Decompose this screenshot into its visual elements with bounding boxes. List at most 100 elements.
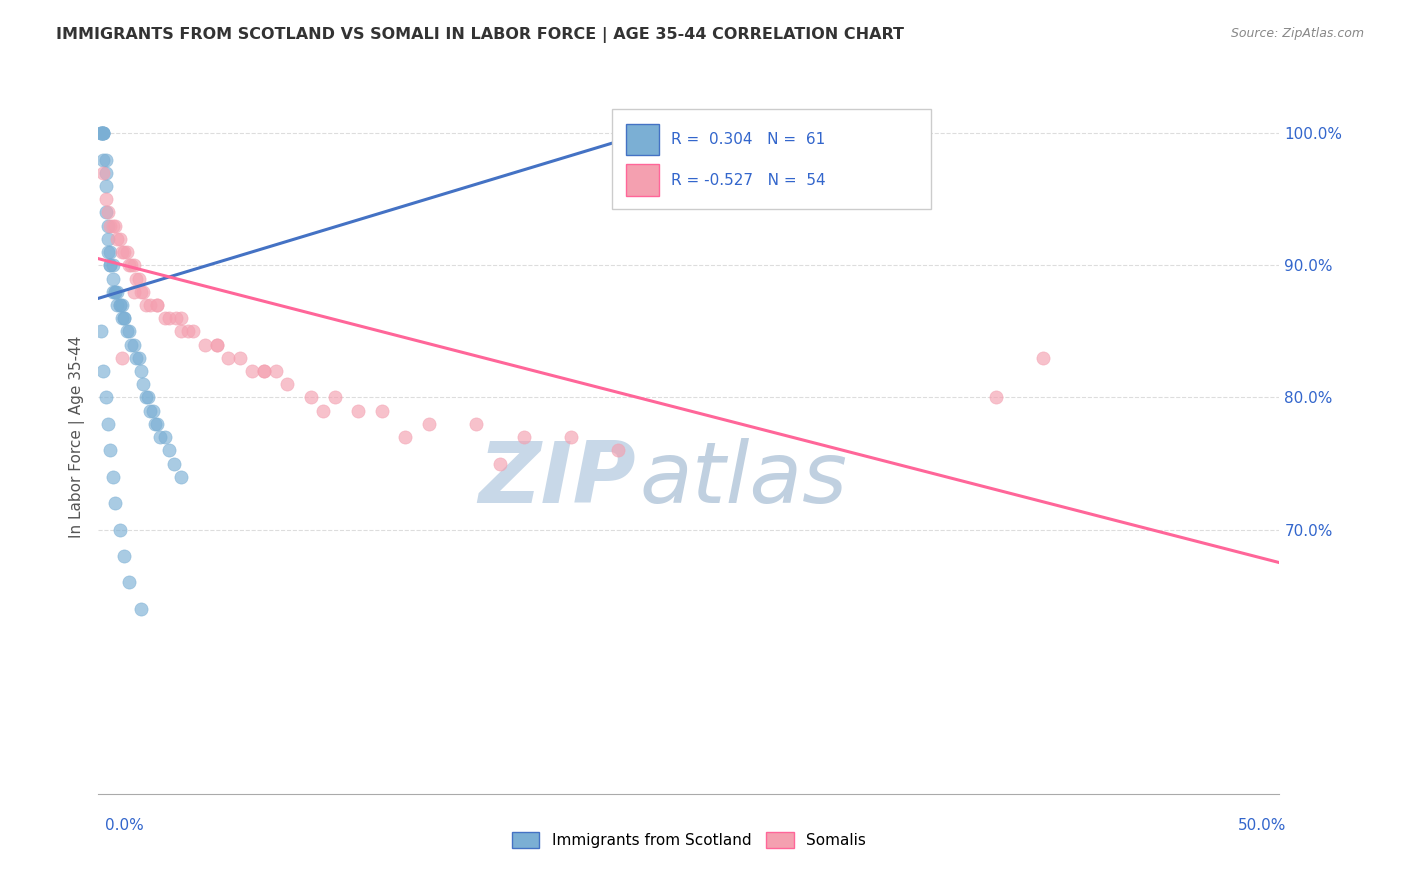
Point [94, 391, 117, 405]
Point [323, 391, 346, 405]
Point [105, 285, 128, 299]
Point [146, 298, 169, 312]
Point [91, 126, 114, 140]
Point [157, 311, 180, 326]
Point [253, 364, 276, 378]
Text: Source: ZipAtlas.com: Source: ZipAtlas.com [1230, 27, 1364, 40]
Point [135, 391, 157, 405]
Point [181, 324, 204, 338]
Point [347, 403, 370, 417]
Point [129, 602, 152, 616]
Point [132, 285, 155, 299]
Point [94, 179, 117, 194]
Point [101, 285, 124, 299]
Point [146, 417, 169, 431]
Point [90, 324, 112, 338]
Point [101, 258, 124, 272]
Point [128, 271, 150, 285]
Point [153, 430, 176, 444]
Point [97, 232, 120, 246]
Point [560, 430, 582, 444]
Point [139, 403, 162, 417]
Point [418, 417, 440, 431]
Point [205, 337, 228, 351]
Point [177, 324, 200, 338]
Point [98, 219, 121, 233]
Point [97, 245, 120, 260]
Point [129, 285, 152, 299]
Point [94, 205, 117, 219]
Point [240, 364, 263, 378]
Point [170, 469, 193, 483]
Point [276, 377, 298, 392]
Text: 0.0%: 0.0% [105, 818, 145, 832]
Point [98, 443, 121, 458]
Point [90, 126, 112, 140]
Point [108, 232, 131, 246]
Point [170, 324, 193, 338]
Point [104, 496, 127, 510]
Point [94, 192, 117, 206]
Point [122, 337, 145, 351]
Point [108, 523, 131, 537]
Point [101, 219, 124, 233]
Point [122, 285, 145, 299]
Point [111, 351, 134, 365]
Point [118, 324, 141, 338]
Point [135, 298, 157, 312]
Point [607, 443, 630, 458]
Point [97, 417, 120, 431]
Point [1032, 351, 1054, 365]
Point [125, 351, 148, 365]
Point [91, 126, 114, 140]
Point [104, 285, 127, 299]
Point [112, 311, 135, 326]
Point [371, 403, 394, 417]
Point [312, 403, 335, 417]
Legend: Immigrants from Scotland, Somalis: Immigrants from Scotland, Somalis [506, 826, 872, 854]
Point [118, 575, 141, 590]
Y-axis label: In Labor Force | Age 35-44: In Labor Force | Age 35-44 [69, 336, 84, 538]
Point [136, 391, 159, 405]
Point [163, 457, 186, 471]
Point [97, 219, 120, 233]
Point [101, 469, 124, 483]
Point [90, 126, 112, 140]
Bar [626, 124, 659, 155]
Point [142, 403, 165, 417]
Point [91, 126, 114, 140]
Point [98, 258, 121, 272]
Text: R =  0.304   N =  61: R = 0.304 N = 61 [671, 132, 825, 147]
Bar [612, 109, 931, 209]
Point [253, 364, 276, 378]
Point [139, 298, 162, 312]
Point [165, 311, 187, 326]
Point [98, 245, 121, 260]
Point [94, 166, 117, 180]
Point [194, 337, 217, 351]
Point [125, 271, 148, 285]
Point [104, 285, 127, 299]
Point [91, 153, 114, 167]
Point [465, 417, 488, 431]
Point [146, 298, 169, 312]
Point [105, 298, 128, 312]
Point [90, 126, 112, 140]
Point [299, 391, 322, 405]
Point [170, 311, 193, 326]
Text: atlas: atlas [640, 438, 848, 522]
Point [489, 457, 512, 471]
Point [512, 430, 534, 444]
Text: R = -0.527   N =  54: R = -0.527 N = 54 [671, 173, 825, 187]
Point [111, 245, 134, 260]
Point [132, 377, 155, 392]
Point [91, 126, 114, 140]
Point [112, 311, 135, 326]
Point [104, 219, 127, 233]
Point [128, 351, 150, 365]
Point [91, 364, 114, 378]
Point [108, 298, 131, 312]
Point [105, 232, 128, 246]
Point [157, 443, 180, 458]
Point [229, 351, 252, 365]
